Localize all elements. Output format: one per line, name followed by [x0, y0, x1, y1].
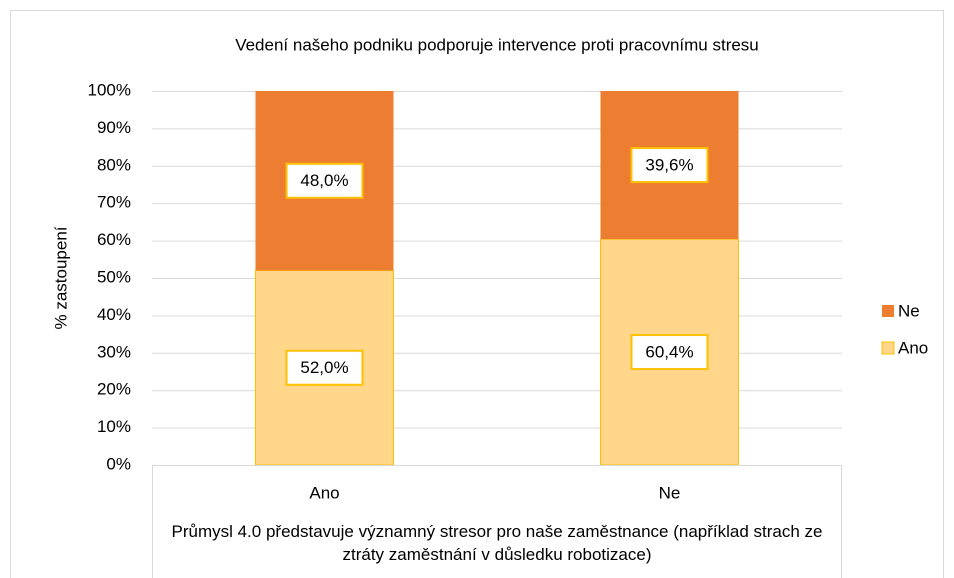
data-label-box: [630, 147, 709, 184]
y-tick-label: 60%: [97, 230, 131, 249]
x-tick-label: Ano: [309, 483, 339, 502]
y-tick-label: 50%: [97, 267, 131, 286]
y-tick-label: 40%: [97, 305, 131, 324]
legend-label: Ano: [898, 338, 928, 357]
y-tick-label: 70%: [97, 193, 131, 212]
data-label: 52,0%: [300, 358, 348, 377]
y-tick-label: 90%: [97, 118, 131, 137]
y-tick-label: 20%: [97, 380, 131, 399]
data-label-box: [285, 349, 364, 386]
y-tick-label: 80%: [97, 155, 131, 174]
legend-label: Ne: [898, 301, 920, 320]
chart-title: Vedení našeho podniku podporuje interven…: [235, 35, 759, 54]
y-tick-label: 100%: [88, 80, 131, 99]
x-axis-label: Průmysl 4.0 představuje významný stresor…: [171, 522, 823, 564]
data-label: 48,0%: [300, 171, 348, 190]
x-axis-label-box: Průmysl 4.0 představuje významný stresor…: [171, 522, 823, 564]
data-label-box: [630, 334, 709, 371]
legend-swatch: [881, 341, 895, 355]
data-label: 60,4%: [645, 343, 693, 362]
x-tick-label: Ne: [659, 483, 681, 502]
y-tick-label: 0%: [106, 454, 131, 473]
legend-swatch: [882, 305, 894, 317]
y-axis-label: % zastoupení: [51, 226, 70, 329]
data-label: 39,6%: [645, 156, 693, 175]
chart-frame: [10, 10, 944, 578]
data-label-box: [285, 162, 364, 199]
y-tick-label: 10%: [97, 417, 131, 436]
y-tick-label: 30%: [97, 342, 131, 361]
